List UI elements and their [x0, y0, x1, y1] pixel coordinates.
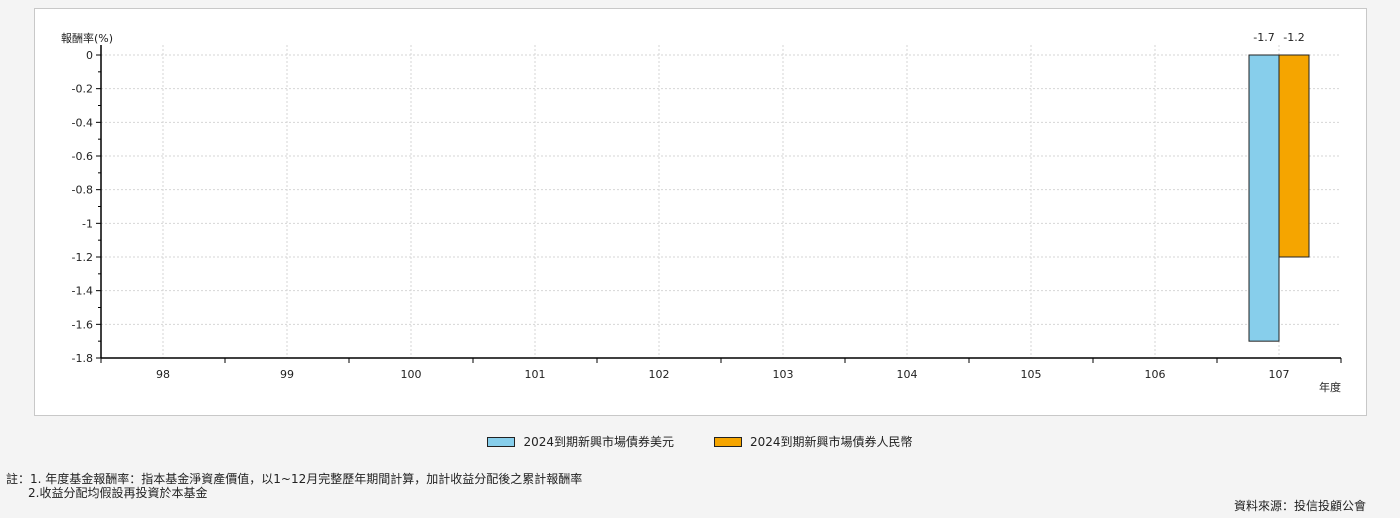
y-tick-label: -0.6 — [72, 150, 93, 163]
x-tick-label: 107 — [1269, 368, 1290, 381]
x-tick-label: 101 — [525, 368, 546, 381]
x-tick-label: 104 — [897, 368, 918, 381]
legend-item-usd: 2024到期新興市場債券美元 — [487, 433, 674, 450]
note-line-2: 2.收益分配均假設再投資於本基金 — [28, 486, 208, 500]
y-tick-label: -1.2 — [72, 251, 93, 264]
bar-chart: 0 -0.2 -0.4 -0.6 -0.8 -1 -1.2 -1.4 -1.6 -1.8 98 99 1… — [61, 31, 1342, 394]
x-tick-label: 100 — [401, 368, 422, 381]
x-tick-label: 99 — [280, 368, 294, 381]
y-tick-label: -0.8 — [72, 184, 93, 197]
bar-usd-107 — [1248, 54, 1280, 342]
x-tick-label: 103 — [773, 368, 794, 381]
chart-panel: 0 -0.2 -0.4 -0.6 -0.8 -1 -1.2 -1.4 -1.6 -1.8 98 99 1… — [34, 8, 1367, 416]
x-tick-label: 98 — [156, 368, 170, 381]
y-tick-label: -1.4 — [72, 285, 93, 298]
bar-rmb-107 — [1278, 54, 1310, 258]
data-label: -1.7 — [1253, 31, 1274, 44]
y-tick-label: -0.4 — [72, 116, 93, 129]
note-line-1: 註：1. 年度基金報酬率：指本基金淨資產價值，以1~12月完整歷年期間計算，加計… — [6, 472, 583, 486]
y-axis-title: 報酬率(%) — [61, 31, 113, 45]
legend-swatch-usd — [487, 436, 516, 447]
y-tick-label: -0.2 — [72, 83, 93, 96]
x-tick-label: 102 — [649, 368, 670, 381]
y-tick-label: -1.8 — [72, 352, 93, 365]
y-tick-label: -1 — [82, 217, 93, 230]
x-tick-label: 106 — [1145, 368, 1166, 381]
x-tick-label: 105 — [1021, 368, 1042, 381]
y-tick-label: 0 — [86, 49, 93, 62]
legend-swatch-rmb — [714, 436, 742, 447]
legend-item-rmb: 2024到期新興市場債券人民幣 — [714, 433, 913, 450]
data-label: -1.2 — [1283, 31, 1304, 44]
x-axis-title: 年度 — [1319, 380, 1341, 394]
legend-label-usd: 2024到期新興市場債券美元 — [523, 435, 674, 449]
source-text: 資料來源：投信投顧公會 — [1233, 499, 1366, 513]
notes: 註：1. 年度基金報酬率：指本基金淨資產價值，以1~12月完整歷年期間計算，加計… — [6, 472, 582, 500]
legend-label-rmb: 2024到期新興市場債券人民幣 — [750, 435, 913, 449]
y-tick-label: -1.6 — [72, 318, 93, 331]
legend: 2024到期新興市場債券美元 2024到期新興市場債券人民幣 — [0, 433, 1400, 450]
